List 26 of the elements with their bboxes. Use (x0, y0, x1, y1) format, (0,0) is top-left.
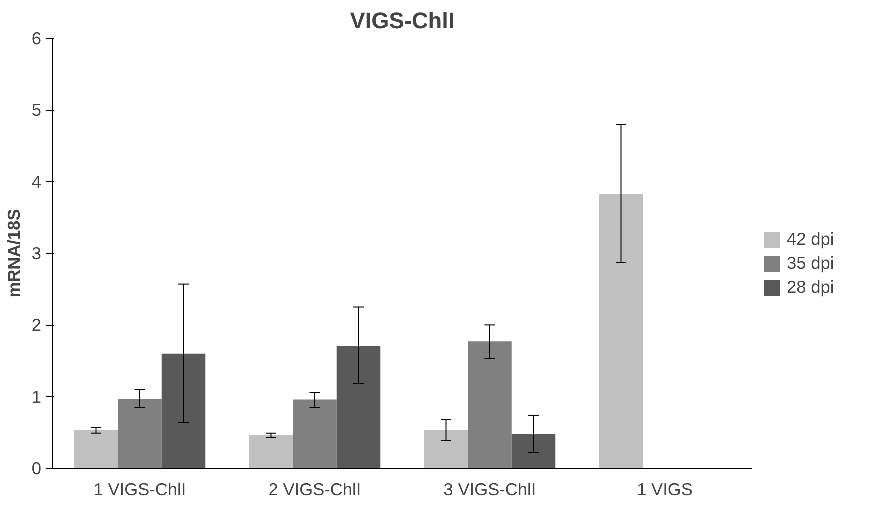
bar (249, 436, 294, 468)
legend-label: 28 dpi (787, 277, 836, 298)
x-tick-label: 2 VIGS-ChlI (268, 480, 362, 500)
y-tick-label: 4 (32, 172, 42, 192)
y-axis-title: mRNA/18S (4, 209, 24, 298)
bar (162, 354, 206, 468)
bar (118, 398, 162, 468)
y-tick-label: 1 (32, 386, 42, 407)
bar (468, 342, 512, 468)
bar (512, 434, 556, 468)
y-tick-label: 3 (32, 244, 42, 264)
bar (424, 430, 468, 468)
bar (336, 346, 381, 468)
y-tick-label: 6 (32, 28, 42, 48)
bar (599, 194, 644, 468)
y-tick-label: 2 (32, 315, 42, 336)
y-tick-label: 5 (32, 100, 42, 120)
x-tick-label: 1 VIGS (637, 480, 693, 500)
bar (293, 400, 337, 468)
chart-title: VIGS-ChlI (350, 8, 455, 34)
x-tick-label: 3 VIGS-ChlI (444, 480, 536, 500)
bar (74, 430, 118, 468)
legend-label: 42 dpi (787, 229, 836, 250)
y-tick-label: 0 (32, 458, 42, 478)
legend-label: 35 dpi (787, 253, 836, 274)
x-tick-label: 1 VIGS-ChlI (94, 480, 186, 500)
